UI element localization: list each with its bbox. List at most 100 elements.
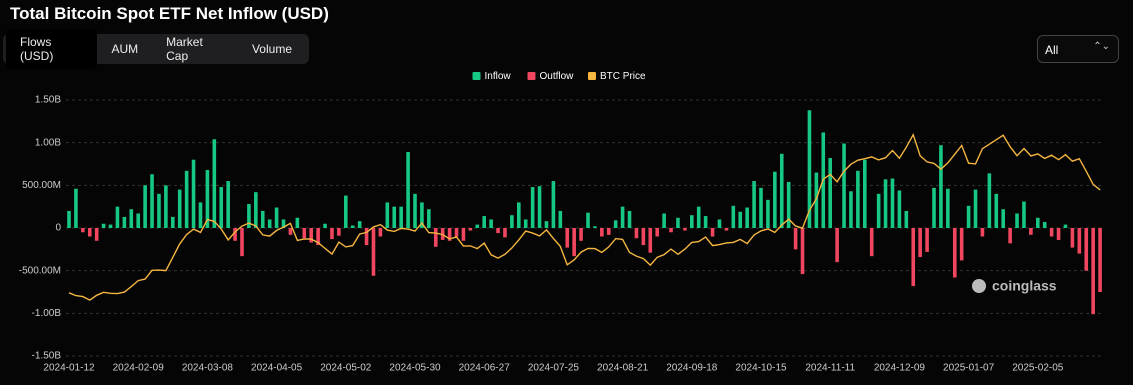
- x-tick-label: 2024-03-08: [182, 363, 234, 374]
- bar: [510, 215, 514, 228]
- bar: [323, 223, 327, 228]
- bar: [503, 228, 507, 238]
- tab[interactable]: Volume: [251, 42, 292, 56]
- bar: [371, 228, 376, 276]
- bar: [1077, 228, 1082, 254]
- x-tick-label: 2024-10-15: [735, 363, 787, 374]
- bar: [67, 210, 71, 228]
- bar: [1022, 201, 1026, 228]
- bar: [738, 211, 743, 228]
- bar: [842, 143, 846, 228]
- bar: [683, 228, 687, 231]
- bar: [572, 228, 576, 257]
- tab[interactable]: AUM: [111, 42, 139, 56]
- chart-title: Total Bitcoin Spot ETF Net Inflow (USD): [10, 4, 329, 23]
- bar: [800, 228, 805, 275]
- bar: [648, 228, 653, 253]
- bar: [980, 228, 985, 237]
- bar: [316, 228, 320, 246]
- bar: [330, 228, 334, 240]
- bar: [309, 228, 313, 243]
- bar: [876, 193, 881, 228]
- select-arrow: ⌃⌄: [1093, 41, 1110, 52]
- bar: [634, 228, 639, 239]
- bar: [399, 206, 403, 228]
- bar: [122, 216, 127, 228]
- bar: [433, 228, 438, 247]
- bar: [1056, 228, 1061, 240]
- bar: [260, 210, 265, 228]
- y-tick-label: -500.00M: [19, 265, 61, 276]
- bar: [551, 181, 556, 228]
- bar: [1001, 209, 1005, 228]
- bar: [94, 228, 99, 241]
- x-tick-label: 2025-01-07: [943, 363, 995, 374]
- bar: [74, 188, 78, 228]
- bar: [793, 228, 798, 250]
- bar: [606, 228, 611, 235]
- bar: [420, 202, 424, 228]
- x-tick-label: 2024-11-11: [805, 363, 855, 374]
- bar: [897, 190, 902, 228]
- bar: [378, 228, 383, 237]
- bar: [759, 187, 763, 228]
- bar: [357, 221, 362, 228]
- bar: [696, 206, 701, 228]
- grid: 1.50B1.00B500.00M0-500.00M-1.00B-1.50B20…: [19, 95, 1103, 374]
- bar: [863, 159, 867, 228]
- bar: [828, 158, 832, 228]
- bar: [108, 224, 113, 228]
- bar: [613, 220, 618, 228]
- bar: [973, 189, 978, 228]
- x-tick-label: 2024-12-09: [874, 363, 926, 374]
- bar: [226, 181, 230, 228]
- x-tick-label: 2024-02-09: [113, 363, 165, 374]
- bar: [558, 210, 563, 228]
- bar: [302, 228, 307, 239]
- bar: [724, 228, 729, 231]
- bar: [143, 185, 147, 228]
- bar: [281, 219, 286, 228]
- legend-label: BTC Price: [600, 71, 646, 82]
- bar: [593, 226, 597, 228]
- bar: [240, 228, 244, 257]
- bar: [198, 202, 203, 228]
- bar: [932, 187, 936, 228]
- bar: [1070, 228, 1075, 248]
- range-select-value: All: [1045, 43, 1059, 57]
- bar: [752, 181, 756, 228]
- bar: [835, 228, 839, 263]
- bar: [1084, 228, 1089, 271]
- bar: [911, 228, 916, 287]
- bar: [745, 207, 749, 228]
- bar: [385, 202, 390, 228]
- bar: [115, 206, 120, 228]
- legend-label: Inflow: [485, 71, 512, 82]
- bar: [489, 219, 493, 228]
- bar: [523, 219, 528, 228]
- bar: [856, 170, 860, 228]
- bar: [447, 228, 452, 241]
- bar: [641, 228, 646, 246]
- bar: [925, 228, 929, 252]
- bar: [959, 228, 964, 261]
- range-select[interactable]: All ⌃⌄: [1037, 35, 1119, 63]
- bar: [544, 221, 549, 228]
- bar: [952, 228, 957, 278]
- x-tick-label: 2024-09-18: [666, 363, 718, 374]
- bar: [164, 185, 168, 228]
- bar: [101, 223, 106, 228]
- bar: [537, 186, 542, 228]
- bar: [274, 207, 279, 228]
- tab[interactable]: Market Cap: [166, 35, 203, 63]
- x-tick-label: 2024-08-21: [597, 363, 649, 374]
- tab-bar: Flows (USD) AUM Market Cap Volume: [3, 29, 309, 69]
- bar: [364, 228, 369, 246]
- bar: [939, 145, 943, 228]
- bar: [87, 228, 92, 237]
- tab[interactable]: Flows (USD): [6, 29, 98, 69]
- bar: [468, 228, 473, 231]
- bar: [177, 189, 182, 228]
- bar: [786, 181, 791, 228]
